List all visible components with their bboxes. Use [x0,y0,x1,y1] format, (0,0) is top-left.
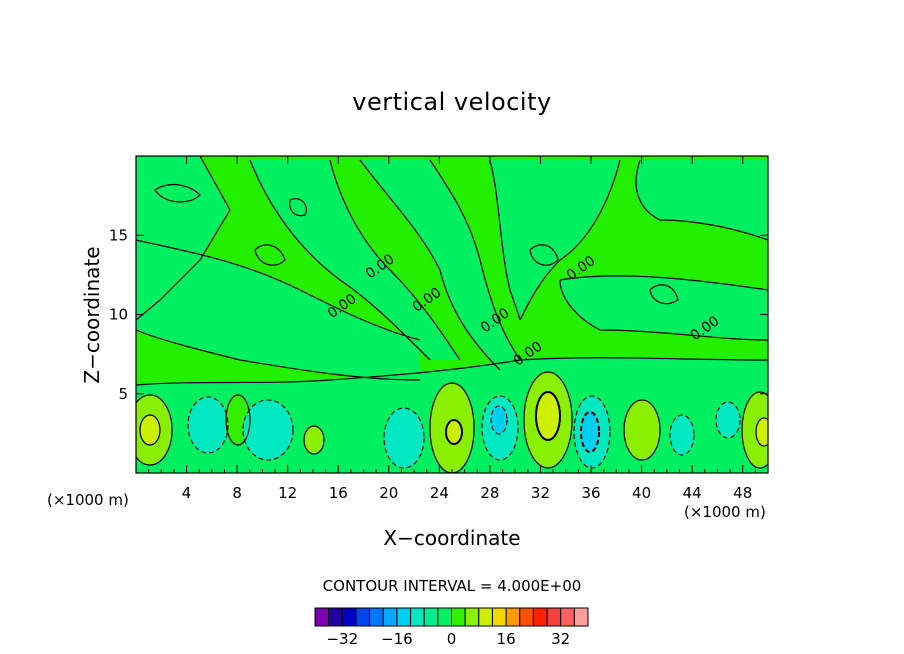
x-tick-label: 24 [430,484,449,502]
colorbar-swatch [451,607,466,627]
colorbar-swatch [519,607,534,627]
negative-contours [187,395,741,469]
colorbar-swatch [369,607,384,627]
field-region [250,160,460,360]
x-tick-label: 44 [683,484,702,502]
contour-field: 0.000.00 0.000.000.000.000.00 [136,156,768,473]
colorbar-swatch [396,607,412,627]
colorbar-swatch [382,607,398,627]
colorbar-swatch [546,607,562,627]
x-unit-label-right: (×1000 m) [684,503,766,521]
downdraft-cell [716,402,740,438]
downdraft-cell [188,397,228,453]
colorbar-swatch [410,607,425,627]
x-unit-label-left: (×1000 m) [47,491,129,509]
colorbar-tick-label: 16 [497,630,516,648]
colorbar-swatch [423,607,439,627]
colorbar-swatch [505,607,521,627]
colorbar-swatch [328,607,343,627]
colorbar-swatch [478,607,493,627]
colorbar-swatch [491,607,507,627]
field-region [560,275,768,340]
x-tick-label: 12 [278,484,297,502]
x-axis-label: X−coordinate [383,526,521,550]
x-tick-label: 40 [632,484,651,502]
chart-title: vertical velocity [352,88,552,116]
y-tick-label: 10 [109,306,128,324]
updraft-cell [742,392,768,468]
colorbar-tick-label: −16 [381,630,413,648]
colorbar-swatch [355,607,371,627]
contour-lines [136,156,768,473]
colorbar-swatch [437,607,453,627]
colorbar-swatch [314,607,330,627]
updraft-cell [624,400,660,460]
downdraft-cell [243,400,293,460]
updraft-core [140,415,160,445]
x-tick-label: 16 [329,484,348,502]
x-tick-label: 48 [733,484,752,502]
downdraft-cell [670,415,694,455]
updraft-cell [304,426,324,454]
y-tick-label: 5 [118,385,128,403]
x-tick-label: 32 [531,484,550,502]
colorbar-swatch [532,607,548,627]
x-tick-label: 8 [232,484,242,502]
y-tick-label: 15 [109,226,128,244]
x-tick-label: 4 [182,484,192,502]
updraft-core [446,420,462,444]
colorbar-tick-label: 0 [447,630,457,648]
field-region [136,240,420,380]
colorbar-tick-label: −32 [326,630,358,648]
x-tick-label: 28 [480,484,499,502]
colorbar: −32 −16 0 16 32 [314,607,589,648]
colorbar-swatch [464,607,480,627]
contour-interval-label: CONTOUR INTERVAL = 4.000E+00 [322,577,582,595]
x-tick-label: 36 [581,484,600,502]
updraft-core [536,392,560,440]
x-tick-label: 20 [379,484,398,502]
colorbar-swatch [560,607,575,627]
updraft-core [756,418,768,446]
colorbar-swatch [341,607,357,627]
field-region [360,160,520,370]
downdraft-cell [384,408,424,468]
downdraft-core [581,412,599,452]
colorbar-tick-label: 32 [551,630,570,648]
colorbar-swatch [573,607,589,627]
downdraft-core [491,406,507,434]
field-region [490,160,620,320]
